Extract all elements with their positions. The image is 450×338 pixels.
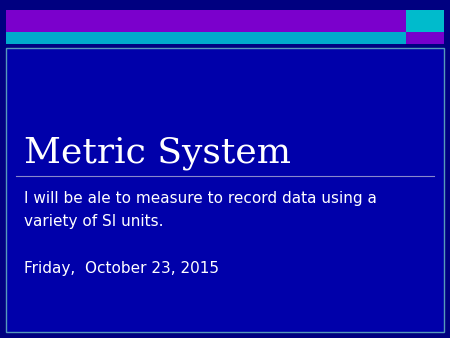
Text: Friday,  October 23, 2015: Friday, October 23, 2015 bbox=[24, 261, 219, 275]
Bar bbox=[406, 32, 444, 44]
Bar bbox=[6, 48, 444, 332]
Text: I will be ale to measure to record data using a
variety of SI units.: I will be ale to measure to record data … bbox=[24, 191, 377, 228]
Bar bbox=[6, 10, 406, 32]
Text: Metric System: Metric System bbox=[24, 136, 291, 170]
Bar bbox=[6, 32, 444, 44]
Bar bbox=[406, 10, 444, 32]
